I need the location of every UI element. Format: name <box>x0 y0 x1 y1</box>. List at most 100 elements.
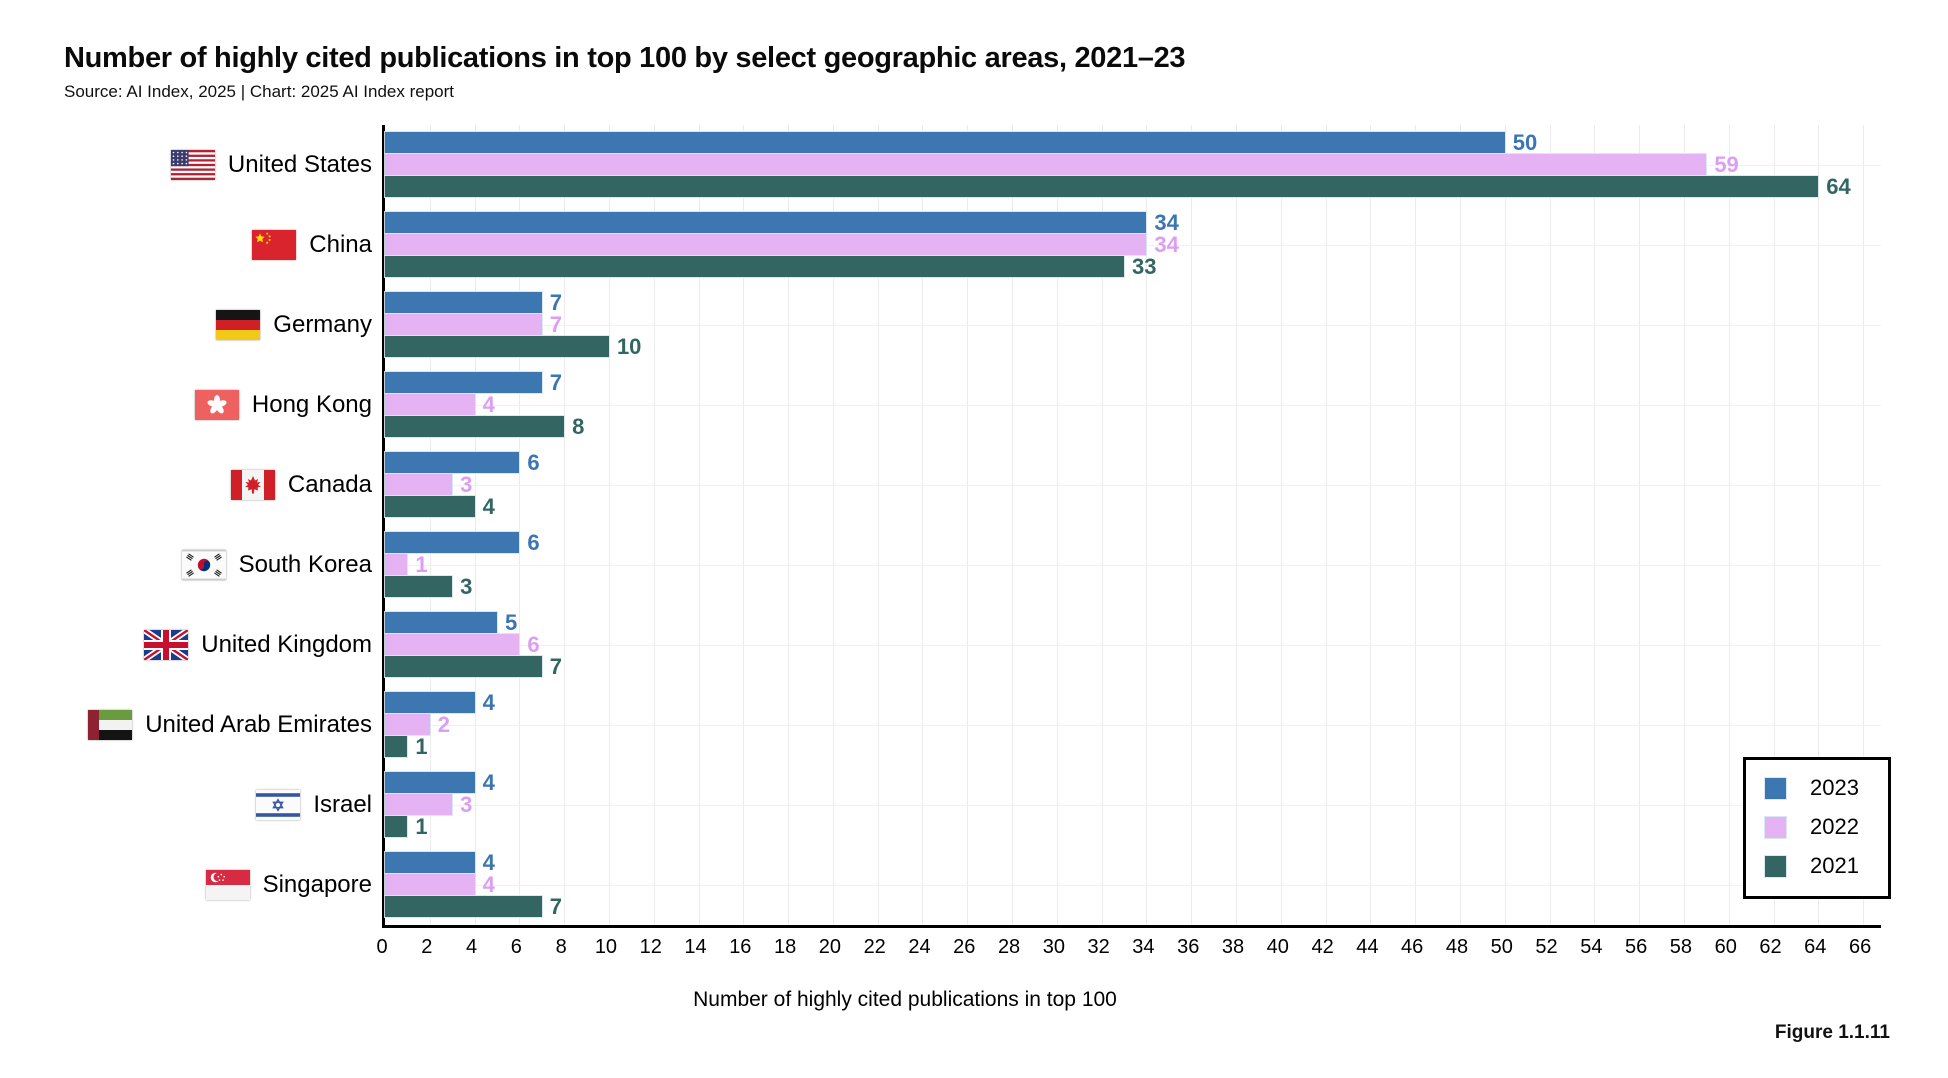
bar-line: 4 <box>385 394 1881 416</box>
bar-value-label: 7 <box>549 312 563 337</box>
vertical-gridline <box>1370 125 1372 925</box>
x-tick-label: 6 <box>510 936 522 958</box>
vertical-gridline <box>1056 125 1058 925</box>
x-tick-label: 22 <box>863 936 886 958</box>
vertical-gridline <box>474 125 476 925</box>
germany-flag-icon <box>216 310 261 340</box>
x-tick-label: 36 <box>1177 936 1200 958</box>
bar-line: 8 <box>385 416 1881 438</box>
vertical-gridline <box>698 125 700 925</box>
bar-group-south-korea: 6 1 3 <box>385 525 1881 605</box>
x-tick-label: 62 <box>1759 936 1782 958</box>
bar-2022-hong-kong <box>385 394 475 415</box>
vertical-gridline <box>1012 125 1014 925</box>
category-label: China <box>309 231 372 258</box>
bar-line: 34 <box>385 210 1881 235</box>
bar-value-label: 33 <box>1132 254 1157 279</box>
china-flag-icon <box>252 230 297 260</box>
x-tick-label: 20 <box>818 936 842 958</box>
legend-swatch-icon <box>1765 855 1786 877</box>
bar-value-label: 50 <box>1512 130 1538 155</box>
x-tick-label: 46 <box>1401 936 1424 958</box>
horizontal-gridline <box>385 805 1881 806</box>
bar-value-label: 3 <box>460 574 473 599</box>
hong-kong-flag-icon <box>194 390 239 420</box>
bar-line: 3 <box>385 574 1881 599</box>
category-row-canada: Canada <box>40 445 372 525</box>
bar-value-label: 7 <box>549 894 563 919</box>
canada-flag-icon <box>230 470 275 500</box>
x-tick-label: 8 <box>555 936 567 958</box>
legend-item-2023: 2023 <box>1765 775 1888 801</box>
bar-line: 59 <box>385 154 1881 176</box>
bar-2023-israel <box>385 772 475 793</box>
x-tick-label: 12 <box>639 936 662 958</box>
x-tick-label: 30 <box>1042 936 1065 958</box>
legend-label: 2023 <box>1810 775 1859 800</box>
x-tick-label: 18 <box>773 936 797 958</box>
bar-2022-united-kingdom <box>385 634 520 655</box>
bar-value-label: 6 <box>527 450 540 475</box>
bar-value-label: 4 <box>482 850 495 875</box>
bar-group-germany: 7 7 10 <box>385 285 1881 365</box>
bar-line: 6 <box>385 634 1881 656</box>
x-tick-label: 58 <box>1669 936 1693 958</box>
vertical-gridline <box>1773 125 1775 925</box>
bar-line: 4 <box>385 850 1881 875</box>
bar-value-label: 6 <box>527 530 540 555</box>
category-row-united-states: United States <box>40 125 372 205</box>
bar-group-hong-kong: 7 4 8 <box>385 365 1881 445</box>
category-label: Hong Kong <box>251 391 372 418</box>
x-tick-label: 38 <box>1221 936 1245 958</box>
bar-2023-china <box>385 212 1147 233</box>
legend-item-2021: 2021 <box>1765 853 1888 879</box>
vertical-gridline <box>1818 125 1820 925</box>
bar-line: 1 <box>385 554 1881 576</box>
bar-2021-united-states <box>385 176 1819 197</box>
x-tick-label: 42 <box>1311 936 1334 958</box>
bar-value-label: 1 <box>415 734 428 759</box>
bar-line: 4 <box>385 772 1881 794</box>
bar-2022-united-states <box>385 154 1707 175</box>
category-label: United States <box>227 151 372 178</box>
bar-line: 34 <box>385 232 1881 257</box>
bar-2023-canada <box>385 452 520 473</box>
bar-value-label: 2 <box>437 712 451 737</box>
legend-item-2022: 2022 <box>1765 814 1888 840</box>
legend-swatch-icon <box>1765 816 1786 838</box>
x-tick-label: 16 <box>729 936 752 958</box>
bar-value-label: 7 <box>549 290 563 315</box>
bar-2023-hong-kong <box>385 372 542 393</box>
vertical-gridline <box>608 125 610 925</box>
south-korea-flag-icon <box>181 550 226 580</box>
category-label: United Arab Emirates <box>145 711 372 738</box>
bar-2021-united-kingdom <box>385 656 542 677</box>
x-axis-label: Number of highly cited publications in t… <box>693 988 1117 1011</box>
category-row-singapore: Singapore <box>40 845 372 925</box>
bar-2023-united-states <box>385 132 1505 153</box>
bar-2022-israel <box>385 794 453 815</box>
vertical-gridline <box>1459 125 1461 925</box>
horizontal-gridline <box>385 405 1881 406</box>
bar-line: 6 <box>385 530 1881 555</box>
bar-2021-south-korea <box>385 576 453 597</box>
bar-2021-canada <box>385 496 475 517</box>
bar-line: 50 <box>385 130 1881 155</box>
x-tick-label: 52 <box>1535 936 1558 958</box>
x-tick-label: 48 <box>1445 936 1469 958</box>
x-tick-label: 54 <box>1580 936 1603 958</box>
x-tick-label: 50 <box>1490 936 1513 958</box>
vertical-gridline <box>1191 125 1193 925</box>
bar-line: 7 <box>385 894 1881 919</box>
horizontal-gridline <box>385 885 1881 886</box>
bar-line: 5 <box>385 612 1881 634</box>
legend: 2023 2022 2021 <box>1743 757 1891 899</box>
legend-swatch-icon <box>1765 777 1786 799</box>
bar-value-label: 34 <box>1154 210 1179 235</box>
category-row-hong-kong: Hong Kong <box>40 365 372 445</box>
singapore-flag-icon <box>205 870 250 900</box>
vertical-gridline <box>1236 125 1238 925</box>
bar-value-label: 34 <box>1154 232 1179 257</box>
